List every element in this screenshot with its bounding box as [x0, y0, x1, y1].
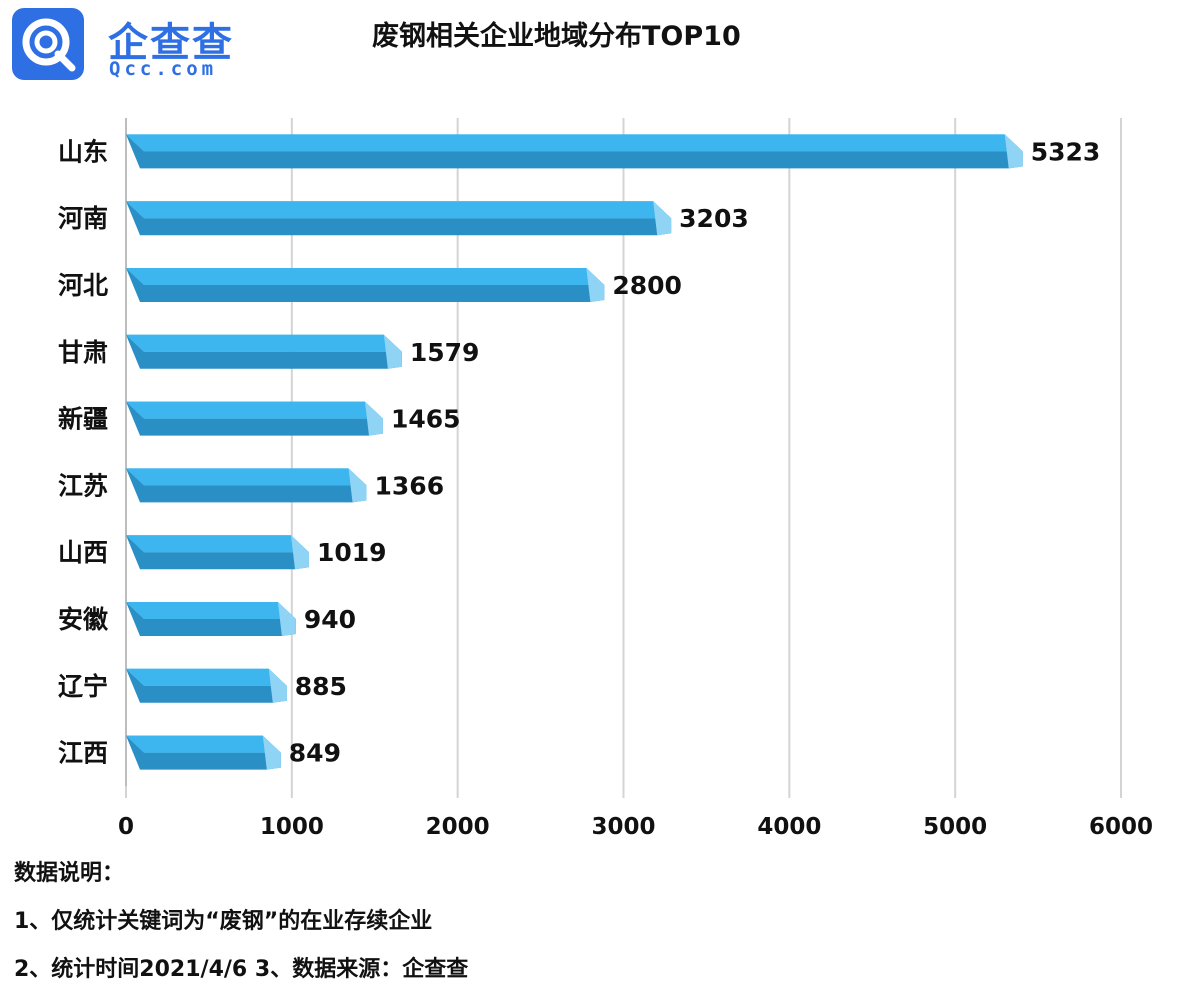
notes-line-1: 1、仅统计关键词为“废钢”的在业存续企业 — [14, 909, 433, 934]
category-label: 河南 — [58, 204, 108, 233]
bar-end-cap — [1004, 134, 1023, 169]
data-label: 3203 — [679, 204, 749, 233]
bar-top-face-overlay — [126, 334, 402, 352]
bar-山东 — [126, 134, 1023, 169]
x-tick-label: 4000 — [757, 814, 821, 840]
bar-end-cap — [268, 668, 287, 703]
bar-新疆 — [126, 401, 383, 436]
data-label: 940 — [304, 605, 356, 634]
bar-end-cap — [348, 468, 367, 503]
logo-text-cn: 企查查 — [108, 20, 234, 66]
bar-top-face-overlay — [126, 134, 1023, 152]
logo-text-en: Qcc.com — [109, 58, 218, 80]
x-tick-label: 6000 — [1089, 814, 1153, 840]
data-label: 1019 — [317, 538, 387, 567]
category-label: 辽宁 — [58, 672, 108, 701]
category-label: 甘肃 — [58, 338, 108, 367]
bar-end-cap — [653, 201, 672, 236]
bar-top-face-overlay — [126, 401, 383, 419]
category-label: 山东 — [58, 137, 108, 166]
notes-heading: 数据说明： — [14, 861, 125, 886]
category-label: 江苏 — [58, 471, 108, 500]
bar-top-face-overlay — [126, 668, 287, 686]
bar-top-face-overlay — [126, 535, 309, 553]
bar-甘肃 — [126, 334, 402, 369]
bar-辽宁 — [126, 668, 287, 703]
data-label: 5323 — [1031, 137, 1101, 166]
bar-江西 — [126, 735, 281, 770]
data-label: 1579 — [410, 338, 480, 367]
data-label: 1366 — [375, 471, 445, 500]
bar-end-cap — [277, 602, 296, 636]
bar-end-cap — [290, 535, 309, 570]
x-tick-label: 2000 — [426, 814, 490, 840]
bar-江苏 — [126, 468, 367, 503]
bar-河北 — [126, 268, 605, 302]
bar-end-cap — [262, 735, 281, 770]
x-tick-label: 5000 — [923, 814, 987, 840]
bar-安徽 — [126, 602, 296, 636]
category-label: 安徽 — [58, 605, 109, 634]
bar-top-face-overlay — [126, 201, 672, 219]
data-label: 885 — [295, 672, 347, 701]
bar-top-face-overlay — [126, 602, 296, 619]
data-notes: 数据说明： 1、仅统计关键词为“废钢”的在业存续企业 2、统计时间2021/4/… — [14, 850, 468, 994]
data-label: 1465 — [391, 405, 461, 434]
qcc-logo-icon — [12, 8, 84, 80]
x-tick-label: 3000 — [591, 814, 655, 840]
bar-chart: 0 1000 2000 3000 4000 5000 6000 山东 5323 河南 3203 河北 2… — [58, 118, 1153, 840]
bar-top-face-overlay — [126, 268, 605, 285]
category-label: 河北 — [58, 271, 108, 300]
bar-top-face-overlay — [126, 468, 367, 486]
chart-title: 废钢相关企业地域分布TOP10 — [372, 21, 741, 52]
bar-end-cap — [364, 401, 383, 436]
category-label: 江西 — [58, 739, 108, 768]
bar-end-cap — [383, 334, 402, 369]
notes-line-2: 2、统计时间2021/4/6 3、数据来源：企查查 — [14, 957, 469, 982]
logo: 企查查 Qcc.com — [12, 8, 242, 84]
data-label: 849 — [289, 739, 341, 768]
x-tick-label: 1000 — [260, 814, 324, 840]
bar-山西 — [126, 535, 309, 570]
bar-end-cap — [586, 268, 605, 302]
bar-河南 — [126, 201, 672, 236]
x-tick-label: 0 — [118, 814, 134, 840]
bar-top-face-overlay — [126, 735, 281, 753]
category-label: 山西 — [58, 538, 108, 567]
category-label: 新疆 — [58, 405, 108, 434]
data-label: 2800 — [612, 271, 682, 300]
